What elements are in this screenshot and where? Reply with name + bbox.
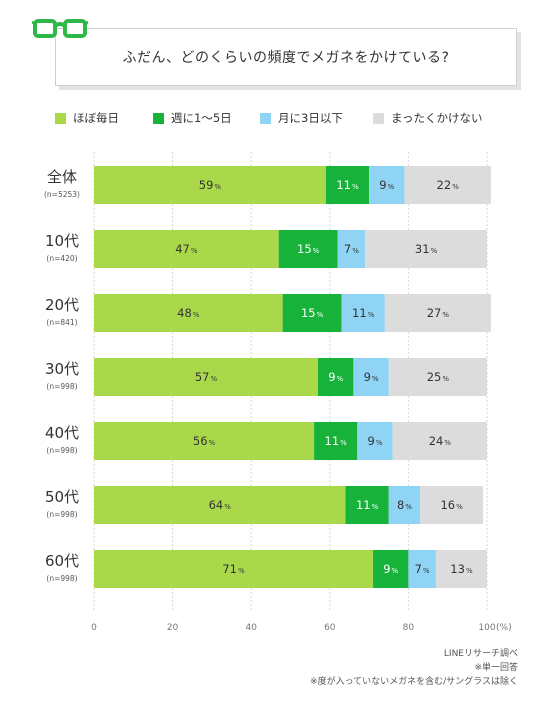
data-label: 13% bbox=[450, 562, 473, 576]
data-label: 57% bbox=[195, 370, 218, 384]
category-label: 全体 bbox=[47, 168, 77, 186]
bar-segment bbox=[94, 550, 374, 588]
x-tick-label: 100 bbox=[478, 623, 495, 633]
data-label: 16% bbox=[440, 498, 463, 512]
data-label: 48% bbox=[177, 306, 200, 320]
x-tick-label: 20 bbox=[167, 623, 179, 633]
bar-segment bbox=[404, 166, 491, 204]
bar-segment bbox=[388, 486, 421, 524]
legend-label: 月に3日以下 bbox=[278, 111, 343, 125]
data-label: 9% bbox=[328, 370, 343, 384]
bar-segment bbox=[408, 550, 436, 588]
legend-swatch bbox=[55, 112, 66, 124]
legend-item: 月に3日以下 bbox=[260, 110, 343, 126]
source-note: LINEリサーチ調べ bbox=[443, 649, 518, 659]
data-label: 15% bbox=[301, 306, 324, 320]
bar-segment bbox=[337, 230, 366, 268]
data-label: 9% bbox=[364, 370, 379, 384]
category-sample-size: (n=998) bbox=[46, 510, 77, 519]
category-sample-size: (n=5253) bbox=[44, 190, 80, 199]
legend-item: まったくかけない bbox=[373, 110, 483, 126]
data-label: 27% bbox=[427, 306, 450, 320]
legend-item: 週に1〜5日 bbox=[153, 110, 232, 126]
category-sample-size: (n=420) bbox=[46, 254, 77, 263]
bar-segment bbox=[282, 294, 342, 332]
answer-note: ※単一回答 bbox=[474, 663, 518, 673]
bar-segment bbox=[373, 550, 409, 588]
data-label: 11% bbox=[356, 498, 379, 512]
data-label: 71% bbox=[222, 562, 245, 576]
bar-segment bbox=[94, 358, 319, 396]
stacked-bar-chart: 0 20 40 60 80 100 (%) 59% 11% 9% 22% 全体 (n=5253) 47% 1… bbox=[44, 152, 512, 633]
category-label: 30代 bbox=[45, 360, 79, 378]
legend-swatch bbox=[260, 112, 271, 124]
bar-segment bbox=[353, 358, 389, 396]
category-sample-size: (n=998) bbox=[46, 574, 77, 583]
data-label: 11% bbox=[325, 434, 348, 448]
category-label: 10代 bbox=[45, 232, 79, 250]
legend: ほぼ毎日 週に1〜5日 月に3日以下 まったくかけない bbox=[55, 110, 525, 128]
data-label: 9% bbox=[379, 178, 394, 192]
category-label: 50代 bbox=[45, 488, 79, 506]
category-sample-size: (n=998) bbox=[46, 382, 77, 391]
glasses-icon bbox=[32, 19, 88, 38]
data-label: 7% bbox=[415, 562, 430, 576]
bar-segment bbox=[94, 486, 346, 524]
bar-segment bbox=[420, 486, 484, 524]
legend-swatch bbox=[373, 112, 384, 124]
bar-segment bbox=[314, 422, 358, 460]
chart-title: ふだん、どのくらいの頻度でメガネをかけている? bbox=[122, 50, 450, 66]
x-tick-label: 80 bbox=[403, 623, 415, 633]
bar-segment bbox=[357, 422, 393, 460]
category-label: 60代 bbox=[45, 552, 79, 570]
x-tick-label: 60 bbox=[324, 623, 336, 633]
bar-segment bbox=[325, 166, 370, 204]
bar-segment bbox=[94, 166, 326, 204]
data-label: 22% bbox=[437, 178, 460, 192]
data-label: 9% bbox=[368, 434, 383, 448]
x-unit-label: (%) bbox=[496, 623, 512, 633]
data-label: 47% bbox=[175, 242, 198, 256]
category-sample-size: (n=841) bbox=[46, 318, 77, 327]
x-tick-label: 0 bbox=[91, 623, 97, 633]
data-label: 11% bbox=[336, 178, 359, 192]
data-label: 24% bbox=[429, 434, 452, 448]
category-sample-size: (n=998) bbox=[46, 446, 77, 455]
data-label: 64% bbox=[209, 498, 232, 512]
bar-segment bbox=[365, 230, 487, 268]
data-label: 9% bbox=[383, 562, 398, 576]
bar-segment bbox=[392, 422, 487, 460]
bar-segment bbox=[341, 294, 385, 332]
data-label: 7% bbox=[344, 242, 359, 256]
bar-segment bbox=[345, 486, 389, 524]
data-label: 25% bbox=[427, 370, 450, 384]
legend-item: ほぼ毎日 bbox=[55, 110, 119, 126]
x-tick-label: 40 bbox=[245, 623, 257, 633]
bar-segment bbox=[384, 294, 491, 332]
data-label: 15% bbox=[297, 242, 320, 256]
data-label: 31% bbox=[415, 242, 438, 256]
bar-segment bbox=[318, 358, 354, 396]
bar-segment bbox=[369, 166, 405, 204]
bar-segment bbox=[94, 230, 279, 268]
glasses-note: ※度が入っていないメガネを含む/サングラスは除く bbox=[310, 677, 518, 687]
category-label: 20代 bbox=[45, 296, 79, 314]
bar-segment bbox=[278, 230, 338, 268]
data-label: 56% bbox=[193, 434, 216, 448]
category-label: 40代 bbox=[45, 424, 79, 442]
legend-label: まったくかけない bbox=[391, 111, 483, 125]
title-box: ふだん、どのくらいの頻度でメガネをかけている? bbox=[55, 28, 517, 86]
legend-swatch bbox=[153, 112, 164, 124]
data-label: 11% bbox=[352, 306, 375, 320]
data-label: 8% bbox=[397, 498, 412, 512]
bar-segment bbox=[94, 422, 315, 460]
legend-label: ほぼ毎日 bbox=[73, 111, 119, 125]
data-label: 59% bbox=[199, 178, 222, 192]
bar-segment bbox=[435, 550, 487, 588]
legend-label: 週に1〜5日 bbox=[171, 111, 232, 125]
bar-segment bbox=[388, 358, 487, 396]
bar-segment bbox=[94, 294, 283, 332]
